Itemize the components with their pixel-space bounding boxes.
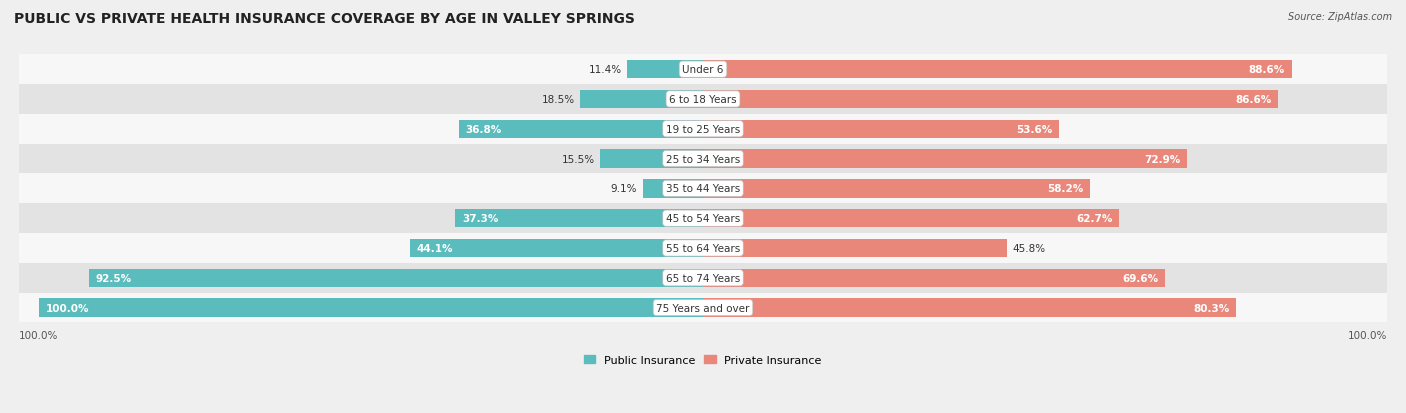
Bar xyxy=(703,180,1090,198)
Text: 37.3%: 37.3% xyxy=(463,214,498,223)
Bar xyxy=(703,239,1007,258)
Text: 62.7%: 62.7% xyxy=(1077,214,1112,223)
Text: 15.5%: 15.5% xyxy=(561,154,595,164)
Bar xyxy=(581,90,703,109)
Bar xyxy=(458,120,703,139)
Text: 6 to 18 Years: 6 to 18 Years xyxy=(669,95,737,105)
Text: 19 to 25 Years: 19 to 25 Years xyxy=(666,124,740,134)
Text: 80.3%: 80.3% xyxy=(1194,303,1230,313)
Bar xyxy=(411,239,703,258)
Bar xyxy=(643,180,703,198)
Bar xyxy=(703,269,1166,287)
Bar xyxy=(703,90,1278,109)
Text: Under 6: Under 6 xyxy=(682,65,724,75)
Text: 9.1%: 9.1% xyxy=(610,184,637,194)
Bar xyxy=(0,174,1406,204)
Text: Source: ZipAtlas.com: Source: ZipAtlas.com xyxy=(1288,12,1392,22)
Bar xyxy=(0,263,1406,293)
Bar xyxy=(703,299,1236,317)
Bar xyxy=(89,269,703,287)
Text: 35 to 44 Years: 35 to 44 Years xyxy=(666,184,740,194)
Bar xyxy=(703,61,1292,79)
Bar xyxy=(39,299,703,317)
Bar xyxy=(0,144,1406,174)
Text: 65 to 74 Years: 65 to 74 Years xyxy=(666,273,740,283)
Bar xyxy=(600,150,703,169)
Bar xyxy=(0,85,1406,114)
Text: 45.8%: 45.8% xyxy=(1012,243,1046,253)
Text: 100.0%: 100.0% xyxy=(45,303,89,313)
Text: 72.9%: 72.9% xyxy=(1144,154,1181,164)
Text: 18.5%: 18.5% xyxy=(541,95,575,105)
Bar xyxy=(0,114,1406,144)
Bar xyxy=(0,204,1406,233)
Text: PUBLIC VS PRIVATE HEALTH INSURANCE COVERAGE BY AGE IN VALLEY SPRINGS: PUBLIC VS PRIVATE HEALTH INSURANCE COVER… xyxy=(14,12,636,26)
Text: 58.2%: 58.2% xyxy=(1046,184,1083,194)
Text: 53.6%: 53.6% xyxy=(1017,124,1053,134)
Legend: Public Insurance, Private Insurance: Public Insurance, Private Insurance xyxy=(579,350,827,369)
Text: 69.6%: 69.6% xyxy=(1122,273,1159,283)
Bar xyxy=(0,293,1406,323)
Bar xyxy=(703,209,1119,228)
Bar xyxy=(627,61,703,79)
Text: 86.6%: 86.6% xyxy=(1236,95,1271,105)
Bar xyxy=(703,150,1187,169)
Bar xyxy=(0,233,1406,263)
Text: 25 to 34 Years: 25 to 34 Years xyxy=(666,154,740,164)
Bar xyxy=(703,120,1059,139)
Bar xyxy=(0,55,1406,85)
Bar xyxy=(456,209,703,228)
Text: 75 Years and over: 75 Years and over xyxy=(657,303,749,313)
Text: 55 to 64 Years: 55 to 64 Years xyxy=(666,243,740,253)
Text: 92.5%: 92.5% xyxy=(96,273,131,283)
Text: 44.1%: 44.1% xyxy=(416,243,453,253)
Text: 36.8%: 36.8% xyxy=(465,124,502,134)
Text: 88.6%: 88.6% xyxy=(1249,65,1285,75)
Text: 45 to 54 Years: 45 to 54 Years xyxy=(666,214,740,223)
Text: 11.4%: 11.4% xyxy=(589,65,621,75)
